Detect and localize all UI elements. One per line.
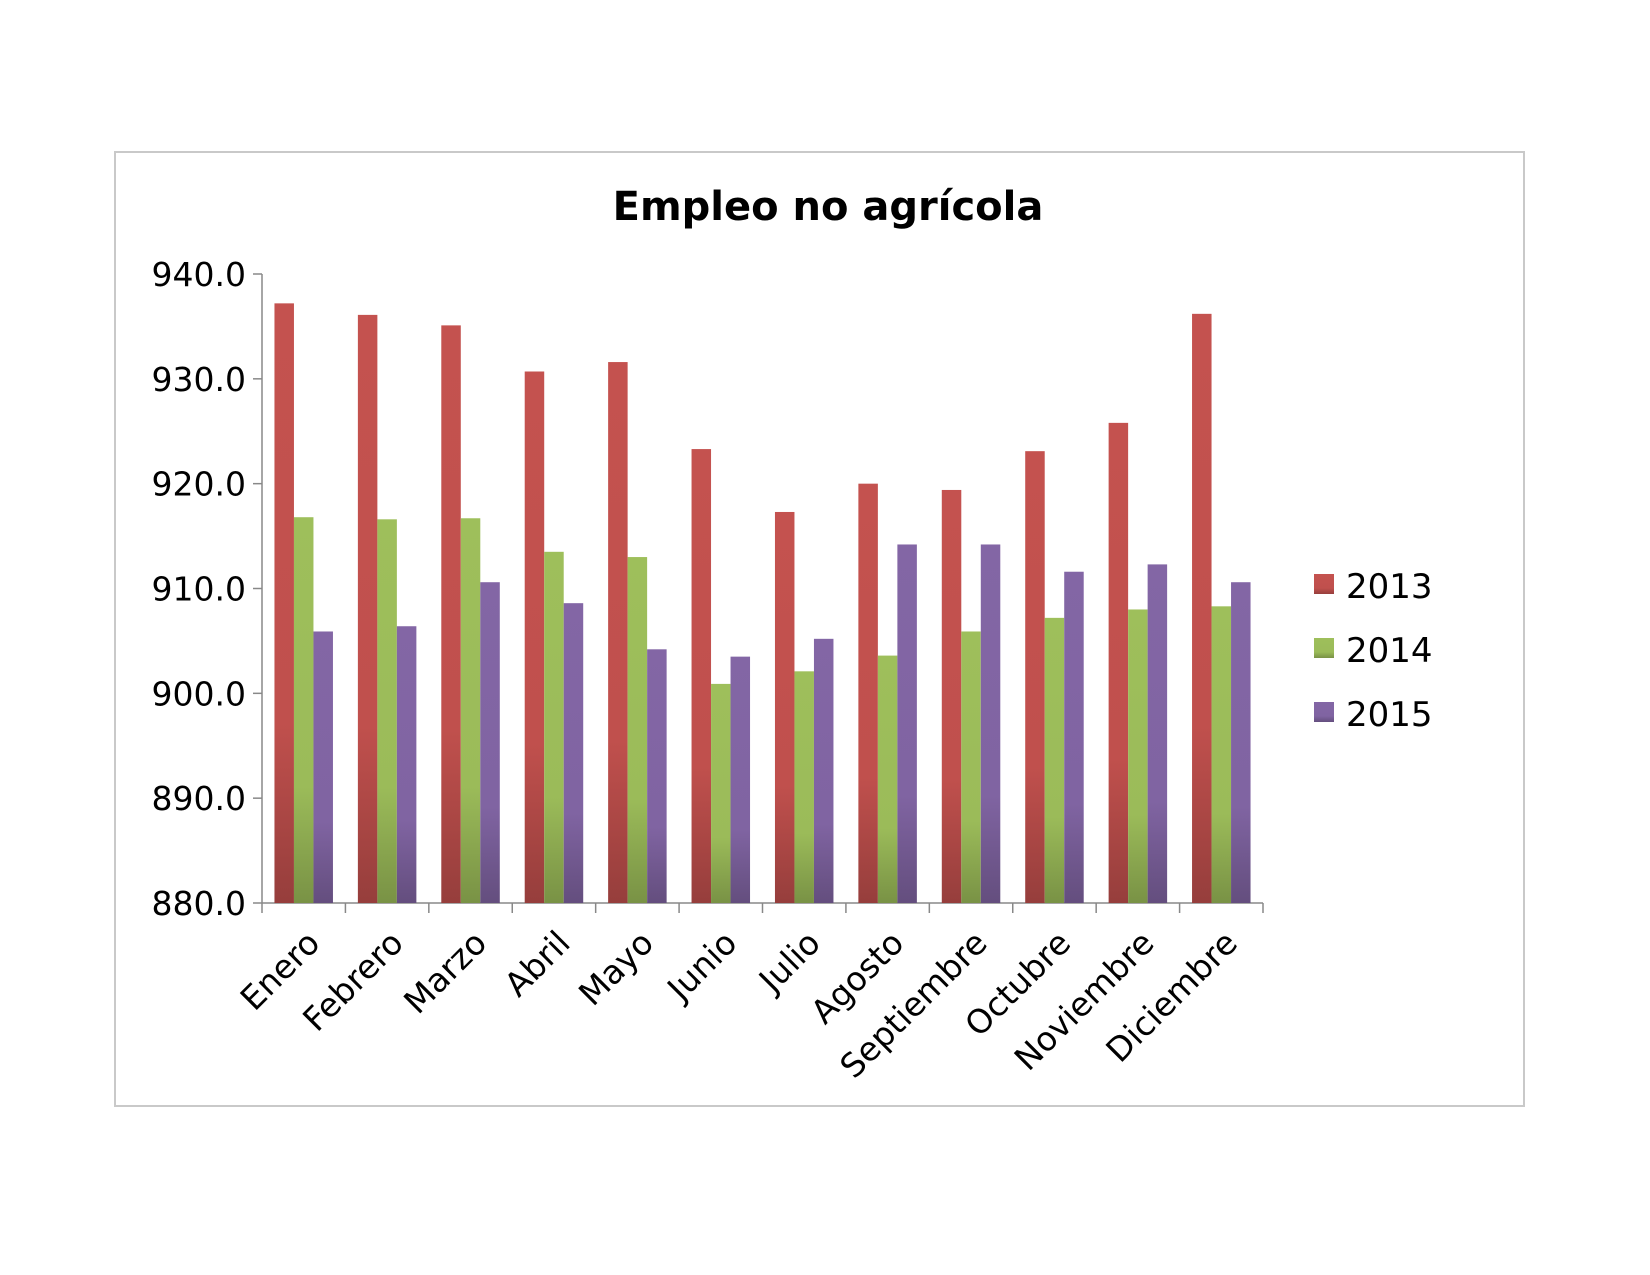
legend-swatch-2013 bbox=[1314, 574, 1334, 594]
bar-chart: Empleo no agrícola 880.0 890.0 900.0 910.0 9… bbox=[152, 184, 1433, 1086]
bar-2014-marzo bbox=[460, 518, 481, 903]
bar-2015-febrero bbox=[396, 626, 417, 903]
chart-frame: Empleo no agrícola 880.0 890.0 900.0 910.0 9… bbox=[114, 151, 1525, 1107]
x-tick-label: Abril bbox=[497, 923, 578, 1004]
x-tick-label: Marzo bbox=[396, 923, 494, 1021]
y-tick-label: 930.0 bbox=[152, 360, 246, 399]
bar-2013-septiembre bbox=[941, 489, 962, 903]
bar-2013-noviembre bbox=[1108, 422, 1129, 903]
y-tick-label: 940.0 bbox=[152, 255, 246, 294]
x-tick-label: Mayo bbox=[571, 923, 661, 1013]
bar-2013-febrero bbox=[357, 314, 378, 903]
bar-2014-octubre bbox=[1044, 617, 1065, 903]
bar-2013-agosto bbox=[858, 483, 878, 903]
bar-2015-mayo bbox=[647, 649, 667, 903]
chart-title: Empleo no agrícola bbox=[613, 184, 1044, 230]
bar-2014-abril bbox=[544, 551, 564, 903]
bar-2013-junio bbox=[691, 449, 712, 903]
bar-2015-diciembre bbox=[1231, 582, 1251, 903]
bar-2013-julio bbox=[774, 511, 795, 903]
y-tick-label: 880.0 bbox=[152, 884, 246, 923]
bars bbox=[274, 303, 1251, 903]
y-axis: 880.0 890.0 900.0 910.0 920.0 930.0 940.0 bbox=[152, 255, 263, 923]
y-tick-label: 900.0 bbox=[152, 674, 246, 713]
bar-2014-agosto bbox=[877, 655, 898, 903]
bar-2015-octubre bbox=[1064, 571, 1084, 903]
bar-2014-diciembre bbox=[1211, 606, 1232, 903]
bar-2013-enero bbox=[274, 303, 294, 903]
bar-2015-junio bbox=[730, 656, 751, 903]
bar-2015-julio bbox=[813, 638, 834, 903]
y-tick-label: 890.0 bbox=[152, 779, 246, 818]
bar-2014-enero bbox=[293, 517, 314, 903]
bar-2014-noviembre bbox=[1128, 609, 1148, 903]
bar-2014-junio bbox=[711, 683, 731, 903]
legend: 2013 2014 2015 bbox=[1314, 567, 1433, 735]
bar-2015-agosto bbox=[897, 544, 917, 903]
bar-2015-abril bbox=[563, 603, 584, 903]
bar-2015-enero bbox=[313, 631, 333, 903]
bar-2013-mayo bbox=[608, 362, 628, 903]
legend-swatch-2015 bbox=[1314, 702, 1334, 722]
legend-swatch-2014 bbox=[1314, 638, 1334, 658]
y-tick-label: 910.0 bbox=[152, 570, 246, 609]
bar-2014-julio bbox=[794, 671, 814, 903]
bar-2013-abril bbox=[524, 371, 545, 903]
bar-2013-marzo bbox=[441, 325, 461, 903]
bar-2014-septiembre bbox=[961, 631, 981, 903]
legend-label-2015: 2015 bbox=[1346, 695, 1433, 735]
legend-label-2013: 2013 bbox=[1346, 567, 1433, 607]
bar-2014-mayo bbox=[627, 557, 648, 903]
bar-2015-septiembre bbox=[980, 544, 1001, 903]
legend-label-2014: 2014 bbox=[1346, 631, 1433, 671]
bar-2014-febrero bbox=[377, 519, 397, 903]
bar-2015-marzo bbox=[480, 582, 500, 903]
x-tick-label: Junio bbox=[658, 923, 744, 1009]
bar-2013-diciembre bbox=[1192, 313, 1212, 903]
bar-2015-noviembre bbox=[1147, 564, 1168, 903]
bar-2013-octubre bbox=[1025, 451, 1045, 903]
y-tick-label: 920.0 bbox=[152, 465, 246, 504]
